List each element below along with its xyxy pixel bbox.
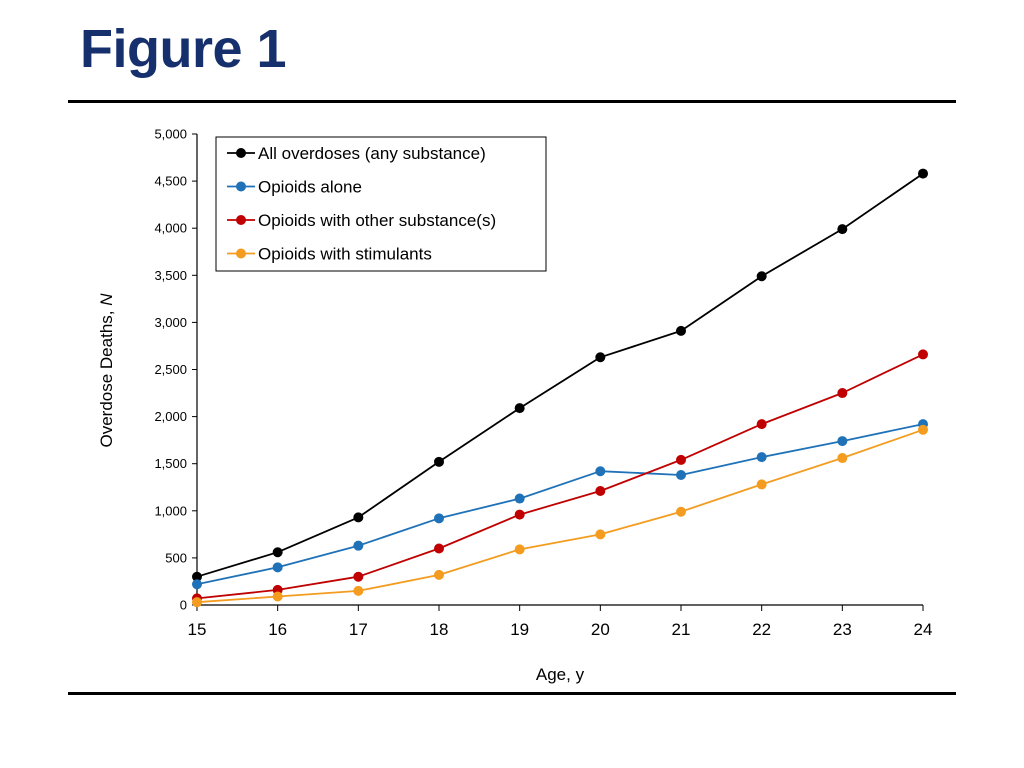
legend-item: Opioids alone [227,178,362,197]
data-point [837,388,848,399]
series-line [196,172,924,578]
legend-item: All overdoses (any substance) [227,144,486,163]
series-line [196,428,924,604]
x-tick-label: 23 [833,620,852,639]
data-point [918,168,928,179]
data-point [676,470,686,481]
legend-label: Opioids alone [258,178,362,197]
y-tick-label: 3,500 [154,268,187,283]
x-tick-label: 17 [349,620,368,639]
y-axis-title-text: Overdose Deaths, [97,306,116,448]
y-tick-label: 3,000 [154,315,187,330]
data-point [595,466,606,477]
data-point [837,224,848,235]
slide-title: Figure 1 [80,19,287,79]
legend-item: Opioids with other substance(s) [227,211,496,230]
x-tick-label: 15 [188,620,207,639]
data-point [837,436,848,447]
x-tick-label: 19 [510,620,529,639]
legend-box [215,136,547,272]
series-line [196,353,924,600]
data-point [434,569,444,580]
x-tick-label: 18 [430,620,449,639]
data-point [676,325,686,336]
legend-swatch-marker [236,215,246,225]
data-point [514,493,525,504]
y-tick-label: 500 [165,550,187,565]
y-axis-title-symbol: N [97,293,116,306]
series-2 [192,419,928,590]
y-tick-label: 1,000 [154,503,187,518]
series-4 [192,424,928,608]
data-point [756,479,767,490]
data-point [756,419,767,430]
y-tick-label: 2,500 [154,362,187,377]
data-point [434,543,444,554]
data-point [595,529,606,540]
y-axis-title: Overdose Deaths, N [97,293,116,448]
data-point [192,579,202,590]
data-point [192,571,202,582]
data-point [353,540,364,551]
data-point [353,571,364,582]
data-point [434,456,444,467]
data-point [595,486,606,497]
chart-axes: 0 500 1,000 1,500 2,000 2,500 3,000 3,500 4,000 4… [154,127,932,640]
data-point [514,403,525,414]
legend-label: Opioids with other substance(s) [258,211,496,230]
chart-legend: All overdoses (any substance) Opioids alo… [215,136,547,272]
data-point [837,453,848,464]
data-point [514,509,525,520]
data-point [756,271,767,282]
series-line [196,423,924,586]
legend-swatch-marker [236,248,246,259]
bottom-divider [68,692,956,695]
x-axis-title: Age, y [536,665,585,684]
x-tick-label: 16 [268,620,287,639]
data-point [353,512,364,523]
data-point [918,424,928,435]
x-tick-label: 22 [752,620,771,639]
legend-label: Opioids with stimulants [258,245,432,264]
series-1 [192,168,928,582]
data-point [272,547,283,558]
y-tick-label: 5,000 [154,127,187,142]
series-3 [192,349,928,604]
data-point [192,597,202,608]
data-point [595,352,606,363]
y-tick-label: 4,500 [154,174,187,189]
y-tick-label: 4,000 [154,221,187,236]
legend-swatch-marker [236,181,246,192]
data-point [514,544,525,555]
y-tick-label: 0 [180,598,187,613]
legend-swatch-marker [236,148,246,158]
data-point [272,591,283,602]
data-point [353,585,364,596]
y-tick-label: 2,000 [154,409,187,424]
data-point [272,562,283,573]
top-divider [68,100,956,103]
x-tick-label: 20 [591,620,610,639]
legend-label: All overdoses (any substance) [258,144,486,163]
data-point [676,454,686,465]
data-point [918,349,928,360]
data-point [434,513,444,524]
y-tick-label: 1,500 [154,456,187,471]
legend-item: Opioids with stimulants [227,245,432,264]
chart-series [192,168,928,608]
x-tick-label: 24 [914,620,933,639]
x-tick-label: 21 [672,620,691,639]
data-point [756,452,767,463]
data-point [676,506,686,517]
